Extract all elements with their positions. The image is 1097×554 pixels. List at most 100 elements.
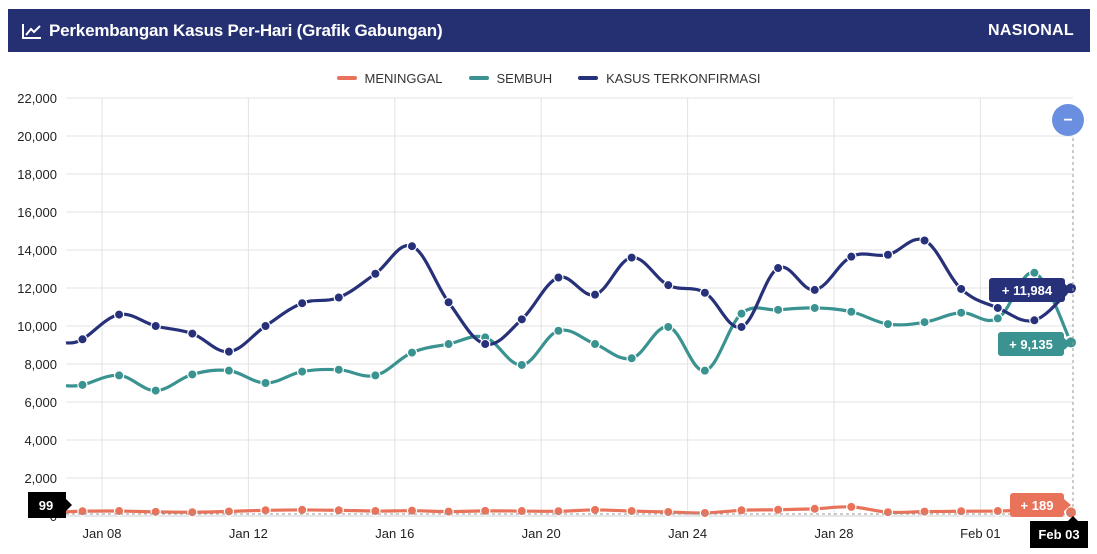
data-point[interactable] (736, 505, 747, 516)
x-crosshair-pointer (1067, 516, 1079, 522)
data-point[interactable] (699, 287, 711, 298)
data-point[interactable] (443, 297, 454, 308)
data-point[interactable] (187, 328, 198, 339)
data-point[interactable] (150, 320, 161, 332)
region-label: NASIONAL (988, 21, 1074, 39)
data-point[interactable] (150, 385, 161, 396)
tooltip-confirmed-box (989, 278, 1065, 302)
data-point[interactable] (882, 318, 894, 330)
legend-label-deaths: MENINGGAL (364, 70, 443, 86)
x-crosshair-label: Feb 03 (1030, 516, 1088, 548)
data-point[interactable] (663, 279, 674, 291)
data-point[interactable] (296, 504, 308, 516)
data-point[interactable] (626, 353, 637, 364)
legend-item-confirmed[interactable]: KASUS TERKONFIRMASI (578, 71, 760, 86)
data-point[interactable] (223, 365, 235, 376)
data-point[interactable] (846, 306, 857, 317)
tooltip-recovered-box (998, 332, 1064, 356)
data-point[interactable] (113, 505, 125, 517)
data-point[interactable] (406, 505, 418, 516)
data-point[interactable] (955, 506, 967, 517)
data-point[interactable] (1029, 267, 1040, 278)
data-point[interactable] (480, 338, 491, 350)
data-point[interactable] (772, 262, 784, 274)
data-point[interactable] (516, 505, 528, 517)
data-point[interactable] (296, 298, 308, 309)
data-point[interactable] (553, 272, 564, 283)
y-crosshair-pointer (66, 499, 72, 511)
data-point[interactable] (882, 249, 894, 260)
data-point[interactable] (406, 347, 418, 358)
data-point[interactable] (955, 283, 967, 295)
data-point[interactable] (955, 307, 967, 318)
data-point[interactable] (260, 505, 271, 516)
data-point[interactable] (77, 334, 88, 345)
data-point[interactable] (809, 302, 820, 314)
y-tick-label: 10,000 (17, 319, 57, 334)
trending-chart-icon (22, 23, 41, 39)
data-point[interactable] (443, 338, 454, 350)
zoom-reset-circle[interactable] (1052, 104, 1084, 136)
data-point[interactable] (113, 309, 125, 320)
data-point[interactable] (480, 505, 491, 517)
data-point[interactable] (626, 252, 637, 263)
data-point[interactable] (1029, 315, 1040, 326)
data-point[interactable] (150, 506, 161, 518)
data-point[interactable] (626, 505, 637, 517)
data-point[interactable] (589, 289, 601, 300)
data-point[interactable] (187, 507, 198, 518)
data-point[interactable] (736, 308, 747, 319)
y-tick-label: 2,000 (24, 471, 57, 486)
data-point[interactable] (113, 370, 125, 381)
data-point[interactable] (223, 346, 235, 357)
data-point[interactable] (187, 369, 198, 380)
data-point[interactable] (736, 321, 747, 333)
data-point[interactable] (809, 284, 820, 296)
y-tick-label: 14,000 (17, 243, 57, 258)
data-point[interactable] (846, 251, 857, 262)
data-point[interactable] (370, 268, 381, 279)
tooltip-overlay: + 11,984 + 9,135 + 189 99 Feb 03 − (28, 104, 1088, 548)
data-point[interactable] (992, 505, 1003, 517)
data-point[interactable] (992, 302, 1003, 314)
data-point[interactable] (333, 364, 344, 375)
data-point[interactable] (589, 338, 601, 350)
data-point[interactable] (663, 321, 674, 333)
data-point[interactable] (919, 317, 930, 328)
data-point[interactable] (370, 505, 381, 517)
data-point[interactable] (846, 501, 857, 513)
series-group (65, 235, 1078, 520)
data-point[interactable] (772, 504, 784, 515)
data-point[interactable] (663, 506, 674, 518)
data-point[interactable] (516, 314, 528, 325)
data-point[interactable] (809, 503, 820, 514)
data-point[interactable] (699, 365, 711, 376)
data-point[interactable] (772, 304, 784, 316)
data-point[interactable] (77, 379, 88, 391)
y-axis: 02,0004,0006,0008,00010,00012,00014,0001… (17, 91, 57, 524)
data-point[interactable] (406, 240, 418, 252)
data-point[interactable] (516, 359, 528, 371)
data-point[interactable] (296, 366, 308, 377)
data-point[interactable] (882, 507, 894, 518)
tooltip-recovered-text: + 9,135 (1009, 337, 1053, 352)
data-point[interactable] (223, 506, 235, 517)
x-crosshair-box (1030, 521, 1088, 548)
data-point[interactable] (919, 235, 930, 246)
data-point[interactable] (553, 325, 564, 336)
data-point[interactable] (260, 320, 271, 332)
data-point[interactable] (589, 504, 601, 516)
data-point[interactable] (333, 505, 344, 516)
legend-item-deaths[interactable]: MENINGGAL (336, 70, 443, 86)
data-point[interactable] (443, 506, 454, 517)
data-point[interactable] (992, 313, 1003, 324)
tooltip-deaths: + 189 (1010, 493, 1071, 517)
data-point[interactable] (333, 292, 344, 303)
data-point[interactable] (699, 507, 711, 519)
data-point[interactable] (260, 377, 271, 389)
zoom-reset-button[interactable]: − (1052, 104, 1084, 136)
data-point[interactable] (919, 506, 930, 517)
data-point[interactable] (370, 370, 381, 381)
legend-item-recovered[interactable]: SEMBUH (468, 71, 552, 86)
